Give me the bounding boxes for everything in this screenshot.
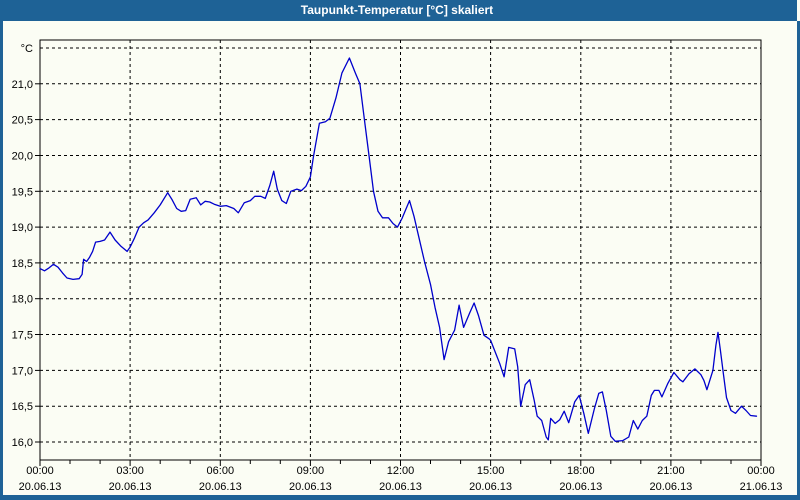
svg-text:20.06.13: 20.06.13 bbox=[559, 481, 602, 493]
svg-text:09:00: 09:00 bbox=[297, 465, 325, 477]
svg-text:00:00: 00:00 bbox=[747, 465, 775, 477]
svg-text:20.06.13: 20.06.13 bbox=[199, 481, 242, 493]
svg-text:16,5: 16,5 bbox=[12, 401, 33, 413]
svg-text:20,0: 20,0 bbox=[12, 151, 33, 163]
svg-text:19,0: 19,0 bbox=[12, 222, 33, 234]
svg-text:20.06.13: 20.06.13 bbox=[649, 481, 692, 493]
window-titlebar: Taupunkt-Temperatur [°C] skaliert bbox=[0, 0, 797, 21]
svg-text:12:00: 12:00 bbox=[387, 465, 415, 477]
svg-text:16,0: 16,0 bbox=[12, 437, 33, 449]
svg-text:20.06.13: 20.06.13 bbox=[19, 481, 62, 493]
svg-text:18,0: 18,0 bbox=[12, 294, 33, 306]
svg-text:20.06.13: 20.06.13 bbox=[469, 481, 512, 493]
svg-text:15:00: 15:00 bbox=[477, 465, 505, 477]
svg-text:21:00: 21:00 bbox=[657, 465, 685, 477]
svg-text:°C: °C bbox=[21, 43, 33, 55]
svg-text:00:00: 00:00 bbox=[26, 465, 54, 477]
svg-text:21.06.13: 21.06.13 bbox=[740, 481, 783, 493]
svg-text:20.06.13: 20.06.13 bbox=[379, 481, 422, 493]
svg-text:03:00: 03:00 bbox=[116, 465, 144, 477]
window-title: Taupunkt-Temperatur [°C] skaliert bbox=[300, 3, 494, 17]
svg-text:19,5: 19,5 bbox=[12, 186, 33, 198]
svg-text:18:00: 18:00 bbox=[567, 465, 595, 477]
dewpoint-line-chart: 16,0 16,5 17,0 17,5 18,0 18,5 19,0 19,5 20,0 20,5… bbox=[12, 39, 783, 493]
svg-text:17,5: 17,5 bbox=[12, 330, 33, 342]
chart-window: 16,0 16,5 17,0 17,5 18,0 18,5 19,0 19,5 20,0 20,5… bbox=[0, 21, 800, 500]
svg-text:20.06.13: 20.06.13 bbox=[109, 481, 152, 493]
svg-text:06:00: 06:00 bbox=[207, 465, 235, 477]
chart-area: 16,0 16,5 17,0 17,5 18,0 18,5 19,0 19,5 20,0 20,5… bbox=[3, 21, 797, 495]
svg-text:18,5: 18,5 bbox=[12, 258, 33, 270]
svg-text:20.06.13: 20.06.13 bbox=[289, 481, 332, 493]
svg-text:20,5: 20,5 bbox=[12, 115, 33, 127]
svg-text:17,0: 17,0 bbox=[12, 365, 33, 377]
svg-text:21,0: 21,0 bbox=[12, 79, 33, 91]
